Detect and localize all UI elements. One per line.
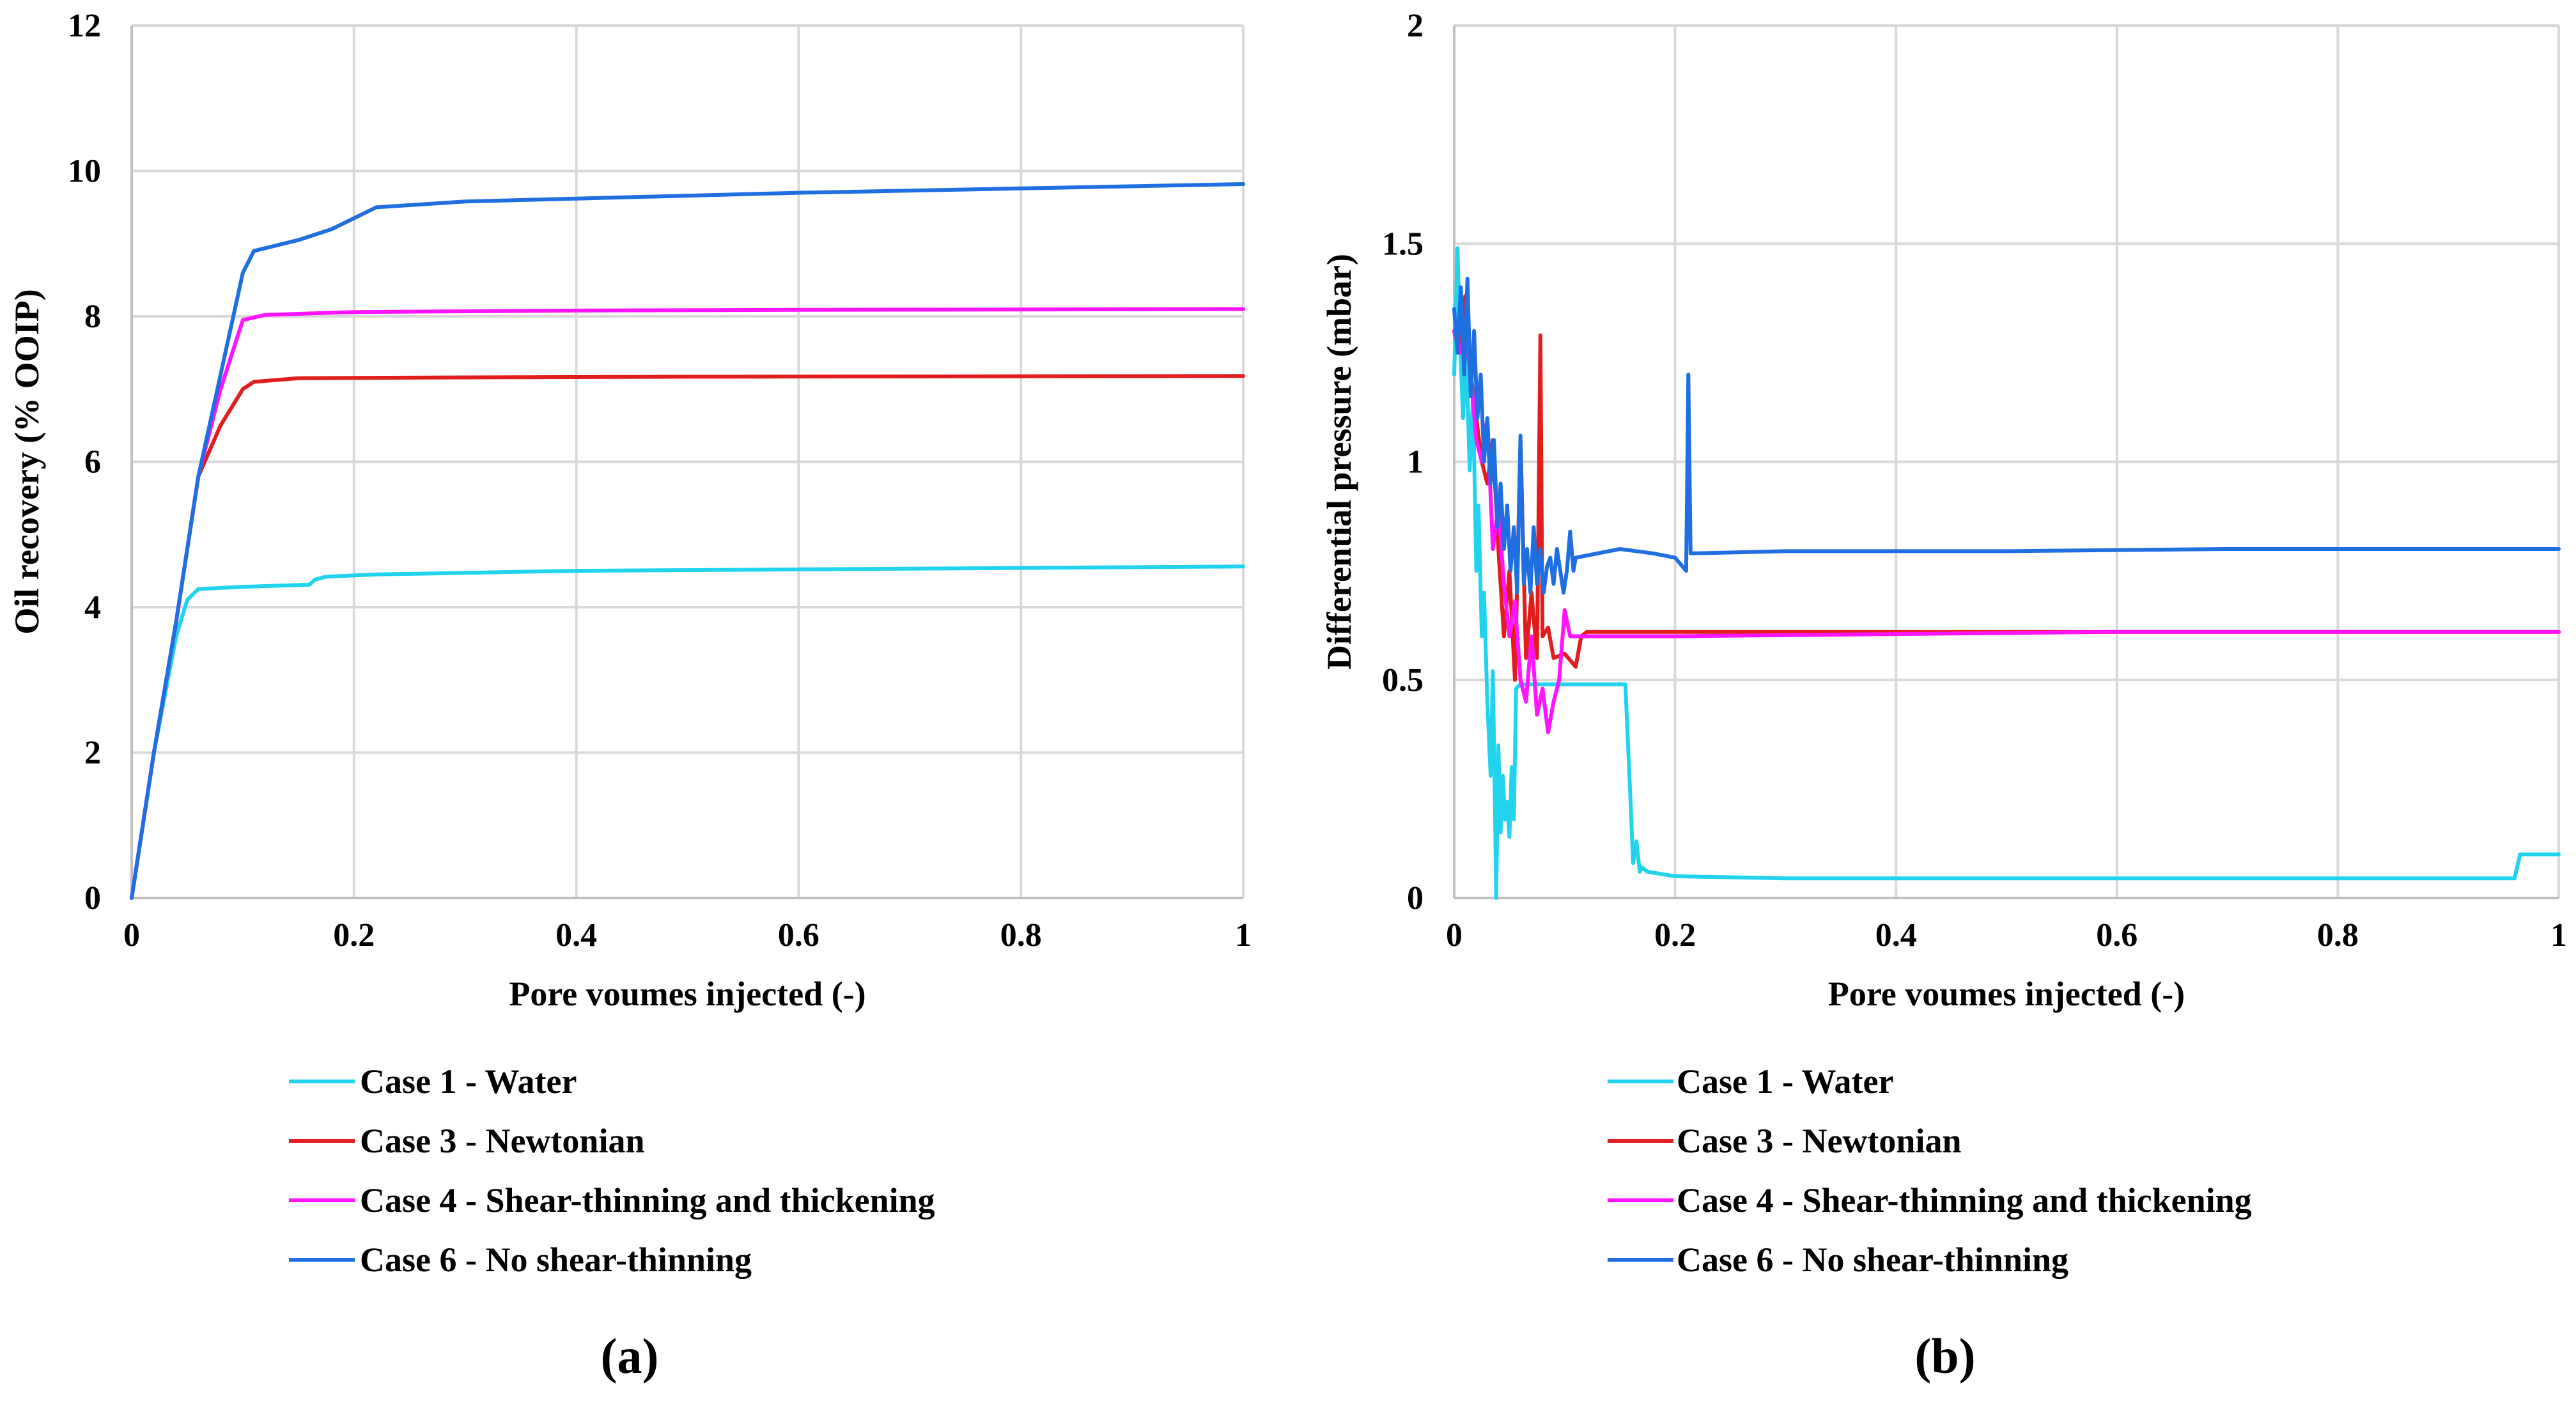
- legend-label: Case 1 - Water: [360, 1062, 577, 1101]
- chart-panel-1: 0 2 4 6 8 10 12 0 0.2 0.4 0.6 0.8 1 Pore voumes injec…: [8, 8, 1252, 1384]
- chart-panel-2: 0 0.5 1 1.5 2 0 0.2 0.4 0.6 0.8 1 Pore voumes injec…: [1320, 8, 2567, 1384]
- legend-label: Case 6 - No shear-thinning: [360, 1241, 752, 1279]
- x-tick-label: 0.4: [1875, 917, 1917, 954]
- legend-label: Case 3 - Newtonian: [1677, 1122, 1961, 1160]
- legend-label: Case 6 - No shear-thinning: [1677, 1241, 2068, 1279]
- y-tick-label: 6: [84, 444, 101, 481]
- x-tick-label: 1: [1235, 917, 1252, 954]
- x-tick-label: 1: [2550, 917, 2567, 954]
- x-tick-label: 0.2: [333, 917, 375, 954]
- x-tick-label: 0.6: [2096, 917, 2138, 954]
- series-line-case6: [1452, 276, 2561, 595]
- series-line-case1: [1452, 246, 2561, 900]
- series-line-case6: [130, 182, 1245, 900]
- series-line-case3: [1452, 294, 2561, 682]
- y-tick-label: 0: [84, 880, 101, 917]
- x-tick-label: 0: [123, 917, 140, 954]
- x-tick-label: 0.8: [2317, 917, 2359, 954]
- legend-label: Case 4 - Shear-thinning and thickening: [360, 1181, 935, 1219]
- x-tick-label: 0.8: [1000, 917, 1042, 954]
- panel-label: (b): [1914, 1328, 1975, 1384]
- x-axis-title: Pore voumes injected (-): [509, 975, 865, 1013]
- series-line-case4: [130, 307, 1245, 900]
- y-tick-label: 0: [1407, 880, 1424, 917]
- series-line-case4: [1452, 329, 2561, 734]
- y-tick-label: 12: [68, 8, 101, 44]
- legend: Case 1 - Water Case 3 - Newtonian Case 4 -…: [289, 1062, 935, 1279]
- y-tick-label: 1.5: [1382, 226, 1424, 262]
- y-tick-label: 0.5: [1382, 662, 1424, 699]
- series-line-case3: [130, 374, 1245, 900]
- y-axis-title: Oil recovery (% OOIP): [8, 289, 46, 634]
- y-tick-label: 1: [1407, 444, 1424, 481]
- legend-label: Case 1 - Water: [1677, 1062, 1893, 1101]
- y-tick-label: 8: [84, 298, 101, 335]
- legend: Case 1 - Water Case 3 - Newtonian Case 4 -…: [1608, 1062, 2252, 1279]
- y-tick-label: 4: [84, 589, 101, 626]
- x-tick-label: 0.6: [778, 917, 819, 954]
- y-axis-title: Differential pressure (mbar): [1320, 254, 1358, 670]
- y-tick-label: 10: [68, 153, 101, 190]
- y-tick-label: 2: [84, 735, 101, 771]
- y-tick-label: 2: [1407, 8, 1424, 44]
- series-line-case1: [130, 564, 1245, 900]
- x-tick-label: 0: [1446, 917, 1463, 954]
- legend-label: Case 4 - Shear-thinning and thickening: [1677, 1181, 2252, 1219]
- legend-label: Case 3 - Newtonian: [360, 1122, 644, 1160]
- x-tick-label: 0.2: [1654, 917, 1696, 954]
- x-axis-title: Pore voumes injected (-): [1828, 975, 2185, 1013]
- panel-label: (a): [601, 1328, 659, 1384]
- x-tick-label: 0.4: [555, 917, 597, 954]
